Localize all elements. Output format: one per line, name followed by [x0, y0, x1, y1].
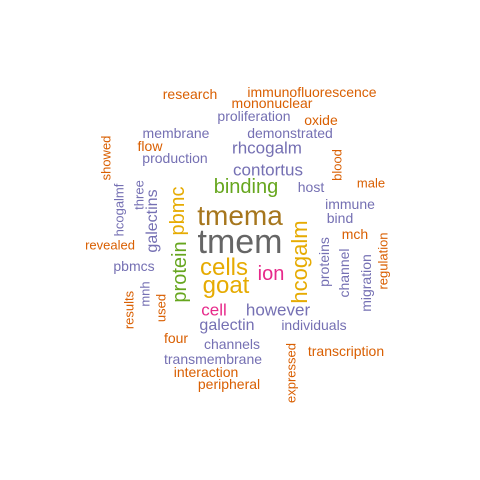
- word-transcription: transcription: [307, 343, 385, 359]
- word-peripheral: peripheral: [197, 376, 261, 392]
- word-ion: ion: [257, 263, 285, 285]
- word-however: however: [245, 300, 311, 320]
- word-bind: bind: [326, 210, 354, 226]
- word-revealed: revealed: [85, 237, 135, 253]
- word-galectins: galectins: [144, 189, 161, 253]
- word-production: production: [142, 150, 208, 166]
- word-goat: goat: [202, 272, 250, 299]
- word-protein: protein: [169, 241, 191, 303]
- word-proteins: proteins: [316, 237, 332, 287]
- word-mnh: mnh: [137, 281, 153, 307]
- word-host: host: [297, 179, 325, 195]
- word-three: three: [131, 180, 147, 210]
- word-membrane: membrane: [142, 125, 210, 141]
- word-cells: cells: [199, 254, 249, 281]
- word-flow: flow: [137, 138, 163, 154]
- word-mch: mch: [341, 226, 369, 242]
- word-blood: blood: [329, 149, 345, 181]
- word-tmema: tmema: [197, 200, 283, 231]
- word-four: four: [163, 330, 189, 346]
- word-expressed: expressed: [283, 343, 299, 403]
- word-used: used: [153, 293, 169, 323]
- word-immunofluorescence: immunofluorescence: [247, 84, 377, 100]
- word-rhcogalm: rhcogalm: [232, 138, 302, 158]
- word-galectin: galectin: [199, 317, 255, 334]
- word-showed: showed: [98, 135, 114, 181]
- word-male: male: [356, 175, 386, 191]
- word-results: results: [121, 290, 137, 330]
- word-hcogalmf: hcogalmf: [111, 183, 127, 237]
- word-research: research: [162, 86, 218, 102]
- word-channel: channel: [336, 248, 352, 298]
- word-pbmcs: pbmcs: [113, 258, 155, 274]
- word-cell: cell: [201, 300, 227, 320]
- word-proliferation: proliferation: [217, 108, 291, 124]
- word-interaction: interaction: [173, 364, 239, 380]
- word-transmembrane: transmembrane: [163, 351, 263, 367]
- word-regulation: regulation: [375, 232, 391, 290]
- word-migration: migration: [358, 254, 374, 312]
- word-immune: immune: [325, 196, 375, 212]
- word-binding: binding: [213, 176, 279, 198]
- word-tmem: tmem: [197, 223, 283, 261]
- word-demonstrated: demonstrated: [247, 125, 333, 141]
- word-mononuclear: mononuclear: [231, 95, 313, 111]
- word-pbmc: pbmc: [167, 186, 189, 236]
- word-contortus: contortus: [233, 160, 303, 180]
- word-channels: channels: [203, 336, 261, 352]
- word-hcogalm: hcogalm: [287, 220, 312, 304]
- word-individuals: individuals: [281, 317, 347, 333]
- word-oxide: oxide: [304, 112, 338, 128]
